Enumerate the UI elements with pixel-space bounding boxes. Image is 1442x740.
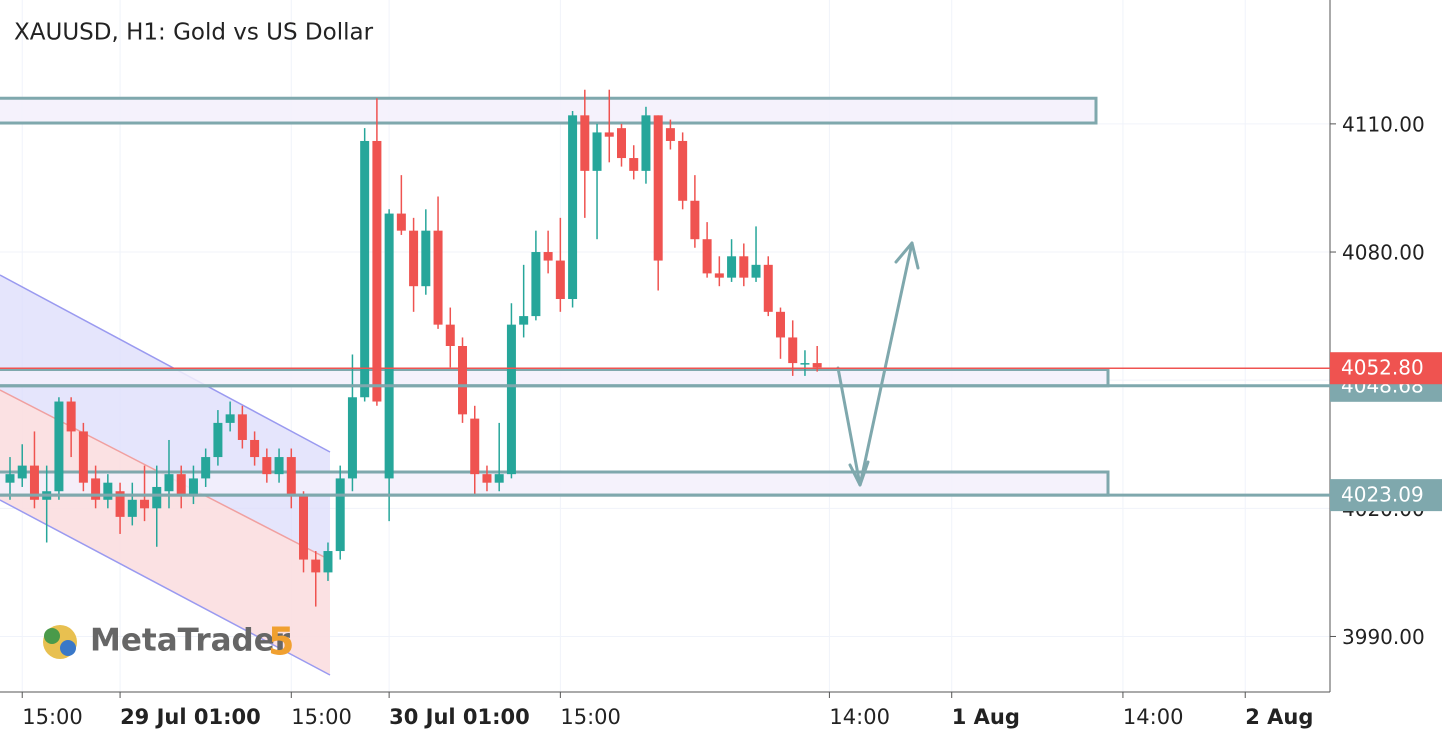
price-badge-label: 4023.09 [1341, 483, 1424, 507]
candle-body [115, 491, 125, 517]
candle-body [188, 478, 198, 496]
candle-body [727, 256, 737, 278]
channel-top [0, 274, 331, 453]
x-tick-label: 15:00 [22, 705, 83, 729]
candle-body [286, 457, 296, 496]
candle-body [604, 132, 614, 137]
x-tick-label: 29 Jul 01:00 [120, 705, 261, 729]
candle-body [5, 474, 15, 483]
candle-body [555, 260, 565, 300]
price-badge [1330, 479, 1442, 512]
candle-body [213, 422, 223, 458]
price-badge [1330, 352, 1442, 385]
zone [0, 367, 1110, 388]
candle-body [482, 474, 492, 483]
candle-body [360, 140, 370, 398]
candle-body [629, 158, 639, 171]
y-tick-label: 4110.00 [1342, 112, 1425, 136]
candle-body [347, 397, 357, 479]
x-tick-label: 2 Aug [1245, 705, 1313, 729]
candle-body [763, 264, 773, 312]
candle-body [751, 264, 761, 278]
candle-body [519, 316, 529, 325]
chart-title: XAUUSD, H1: Gold vs US Dollar [14, 20, 374, 46]
candle-body [568, 115, 578, 300]
candle-body [494, 474, 504, 483]
candle-body [91, 478, 101, 500]
candles [5, 89, 822, 607]
candle-body [788, 337, 798, 364]
candle-body [531, 252, 541, 317]
candle-body [592, 132, 602, 171]
candle-body [543, 252, 553, 261]
zone [0, 96, 1098, 125]
candle-body [641, 115, 651, 171]
watermark: MetaTrader 5 [43, 620, 294, 664]
x-tick-label: 14:00 [1123, 705, 1184, 729]
x-tick-label: 15:00 [560, 705, 621, 729]
candle-body [54, 401, 64, 492]
candle-body [140, 499, 150, 509]
candle-body [690, 200, 700, 240]
channel-bottom [0, 499, 331, 676]
candle-body [152, 486, 162, 509]
candle-body [311, 559, 321, 573]
candle-body [299, 495, 309, 560]
projection-arrow [836, 241, 920, 487]
candle-body [458, 346, 468, 415]
candle-body [384, 213, 394, 479]
logo [60, 640, 76, 656]
candle-body [421, 230, 431, 287]
candle-body [78, 431, 88, 483]
candle-body [665, 128, 675, 141]
arrow-head [848, 460, 870, 487]
candle-body [164, 474, 174, 492]
candle-body [445, 324, 455, 346]
zones [0, 96, 1110, 497]
candle-body [775, 311, 785, 338]
candle-body [506, 324, 516, 475]
candle-body [262, 457, 272, 475]
candle-body [678, 140, 688, 201]
candle-body [470, 418, 480, 475]
candle-body [237, 414, 247, 440]
candle-body [702, 239, 712, 274]
candle-body [29, 465, 39, 500]
candle-body [800, 363, 810, 365]
candle-body [66, 401, 76, 432]
y-tick-label: 3990.00 [1342, 625, 1425, 649]
candle-body [409, 230, 419, 287]
arrow-head [894, 241, 920, 270]
x-tick-label: 30 Jul 01:00 [389, 705, 530, 729]
candle-body [17, 465, 27, 479]
candle-body [739, 256, 749, 278]
candle-body [714, 273, 724, 278]
candle-body [323, 551, 333, 573]
x-tick-label: 14:00 [829, 705, 890, 729]
candle-body [176, 474, 186, 496]
price-badge-label: 4052.80 [1341, 356, 1424, 380]
candle-body [103, 482, 113, 500]
watermark-version: 5 [268, 620, 294, 664]
candle-body [812, 363, 822, 368]
x-tick-label: 15:00 [291, 705, 352, 729]
candle-body [201, 457, 211, 479]
candle-body [433, 230, 443, 325]
candle-body [274, 457, 284, 475]
candle-body [372, 140, 382, 402]
watermark-name: MetaTrader [90, 623, 291, 659]
candle-body [617, 128, 626, 159]
logo [44, 628, 60, 644]
candle-body [335, 478, 345, 552]
candle-body [580, 115, 590, 171]
x-tick-label: 1 Aug [952, 705, 1020, 729]
candle-body [127, 499, 137, 517]
y-tick-label: 4080.00 [1342, 241, 1425, 265]
candle-body [225, 414, 235, 423]
candle-body [250, 439, 260, 458]
candle-body [396, 213, 406, 231]
candle-body [653, 115, 663, 261]
